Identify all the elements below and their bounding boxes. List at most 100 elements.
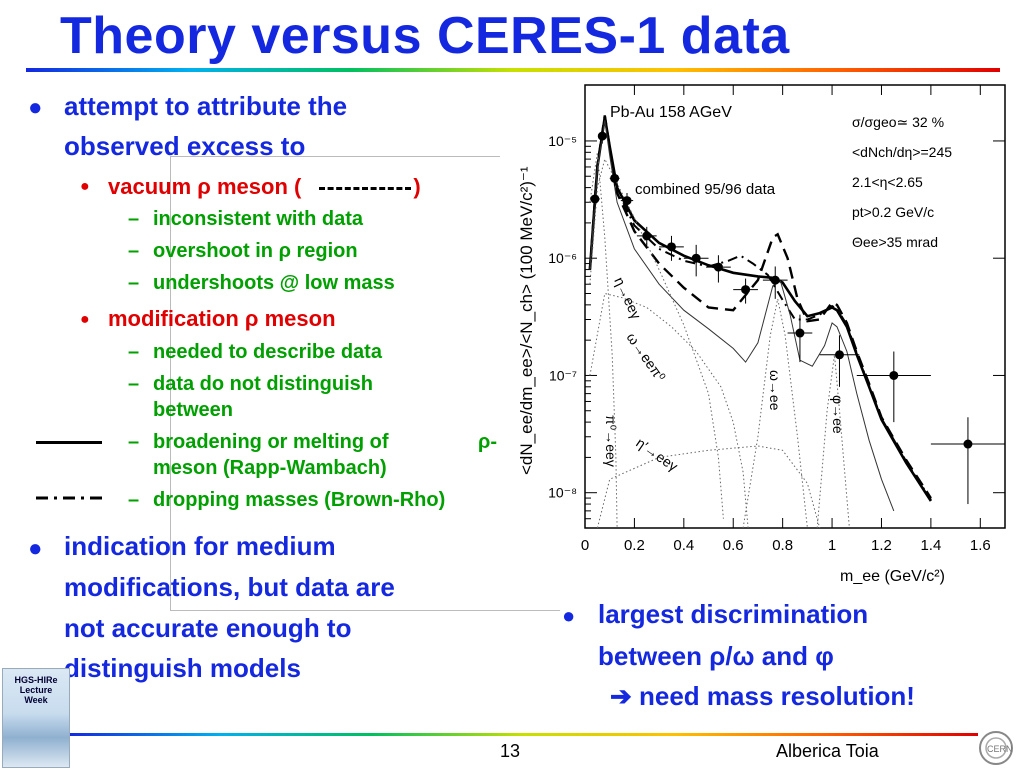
sub-bullet-dot: ● [80, 178, 90, 195]
x-tick-label: 1.4 [920, 537, 941, 554]
bullet-text: largest discrimination [598, 599, 869, 629]
dashed-line-legend-icon [319, 186, 412, 190]
y-tick-label: 10⁻⁵ [548, 133, 577, 149]
data-point [889, 370, 899, 380]
bullet-text: not accurate enough to [64, 613, 352, 643]
sub-sub-text: dropping masses (Brown-Rho) [153, 489, 446, 511]
x-tick-label: 1 [828, 537, 836, 554]
x-tick-label: 0.2 [624, 537, 645, 554]
series-line-dotted [596, 445, 821, 529]
dataset-label: combined 95/96 data [635, 181, 776, 198]
logo-line: Lecture [19, 685, 53, 695]
sub-sub-text: overshoot in ρ region [153, 240, 358, 262]
series-line-dash-dot [588, 116, 932, 501]
y-axis-label: <dN_ee/dm_ee>/<N_ch> (100 MeV/c²)⁻¹ [517, 166, 536, 475]
x-tick-label: 0.8 [772, 537, 793, 554]
plot-frame [584, 84, 1006, 529]
hgs-hire-logo: HGS-HIRe Lecture Week [2, 668, 70, 768]
data-point [741, 285, 751, 295]
data-point [691, 253, 701, 263]
dash-dot-legend-icon [36, 496, 102, 500]
cut-label: Θee>35 mrad [852, 234, 938, 250]
sub-sub-text: needed to describe data [153, 341, 382, 363]
data-point [642, 231, 652, 241]
x-tick-label: 1.2 [871, 537, 892, 554]
sub-sub-text: ρ- [478, 431, 498, 453]
x-tick-label: 1.6 [970, 537, 991, 554]
channel-label: η′→eeγ [633, 434, 681, 474]
data-point [590, 194, 600, 204]
y-tick-label: 10⁻⁶ [548, 250, 577, 266]
bullet-dot: ● [28, 94, 43, 121]
y-tick-label: 10⁻⁷ [549, 367, 577, 383]
data-point [834, 350, 844, 360]
cut-label: <dNch/dη>=245 [852, 144, 952, 160]
bullet-text: indication for medium [64, 531, 336, 561]
channel-label: φ→ee [830, 395, 846, 434]
sub-sub-text: meson (Rapp-Wambach) [153, 457, 387, 479]
series-line-dotted [589, 152, 618, 529]
bullet-text: modifications, but data are [64, 572, 395, 602]
sub-sub-text: data do not distinguish [153, 373, 373, 395]
bullet-dot: ● [562, 603, 576, 628]
dash-marker: – [128, 431, 140, 453]
solid-line-legend-icon [36, 441, 102, 444]
vacuum-rho-close: ) [413, 174, 421, 199]
x-tick-label: 0.6 [723, 537, 744, 554]
page-number: 13 [500, 741, 521, 761]
author-name: Alberica Toia [776, 741, 879, 761]
logo-line: Week [24, 695, 48, 705]
sub-bullet-text: modification ρ meson [108, 306, 336, 331]
data-point [597, 131, 607, 141]
cern-logo-icon: CERN [979, 731, 1013, 765]
footer-rule [68, 733, 978, 736]
bullet-text: attempt to attribute the [64, 91, 348, 121]
title-underline [26, 68, 1000, 72]
sub-sub-text: between [153, 399, 234, 421]
cut-label: pt>0.2 GeV/c [852, 204, 934, 220]
series-line-dashed [588, 115, 932, 499]
channel-label: η→eeγ [611, 275, 644, 322]
x-axis-label: m_ee (GeV/c²) [840, 568, 945, 585]
system-label: Pb-Au 158 AGeV [610, 104, 732, 121]
sub-sub-text: broadening or melting of [153, 431, 389, 453]
bullet-text: between ρ/ω and φ [598, 641, 834, 671]
dash-marker: – [128, 272, 140, 294]
logo-line: HGS-HIRe [14, 675, 58, 685]
dash-marker: – [128, 240, 140, 262]
series-line-dotted [742, 298, 808, 529]
dash-marker: – [128, 489, 140, 511]
bullet-text: observed excess to [64, 131, 306, 161]
dash-marker: – [128, 341, 140, 363]
sub-sub-text: undershoots @ low mass [153, 272, 395, 294]
channel-label: ω→ee [767, 370, 783, 411]
cut-label: σ/σgeo≃ 32 % [852, 114, 944, 130]
bullet-text: ➔ need mass resolution! [610, 681, 915, 711]
sub-sub-text: inconsistent with data [153, 208, 364, 230]
channel-label: ω→eeπ⁰ [624, 330, 669, 385]
svg-text:CERN: CERN [987, 744, 1013, 754]
slide-title: Theory versus CERES-1 data [60, 7, 790, 65]
frame-line-left [170, 156, 171, 611]
dash-marker: – [128, 373, 140, 395]
cut-label: 2.1<η<2.65 [852, 174, 923, 190]
data-point [610, 173, 620, 183]
dilepton-chart: Pb-Au 158 AGeV combined 95/96 data σ/σge… [517, 84, 1006, 585]
y-tick-label: 10⁻⁸ [548, 485, 577, 501]
x-tick-label: 0 [581, 537, 589, 554]
vacuum-rho-label: vacuum ρ meson ( [108, 174, 302, 199]
dash-marker: – [128, 208, 140, 230]
data-point [622, 196, 632, 206]
bullet-dot: ● [28, 535, 43, 562]
channel-label: π⁰→eeγ [603, 415, 619, 467]
bullet-text: distinguish models [64, 653, 301, 683]
sub-bullet-text: vacuum ρ meson () [108, 173, 421, 200]
sub-bullet-dot: ● [80, 311, 90, 328]
series-line-dotted [589, 292, 749, 529]
data-point [666, 242, 676, 252]
series-line-thin-cocktail [589, 120, 895, 512]
data-point [795, 328, 805, 338]
data-point [963, 439, 973, 449]
x-tick-label: 0.4 [673, 537, 694, 554]
data-point [770, 275, 780, 285]
